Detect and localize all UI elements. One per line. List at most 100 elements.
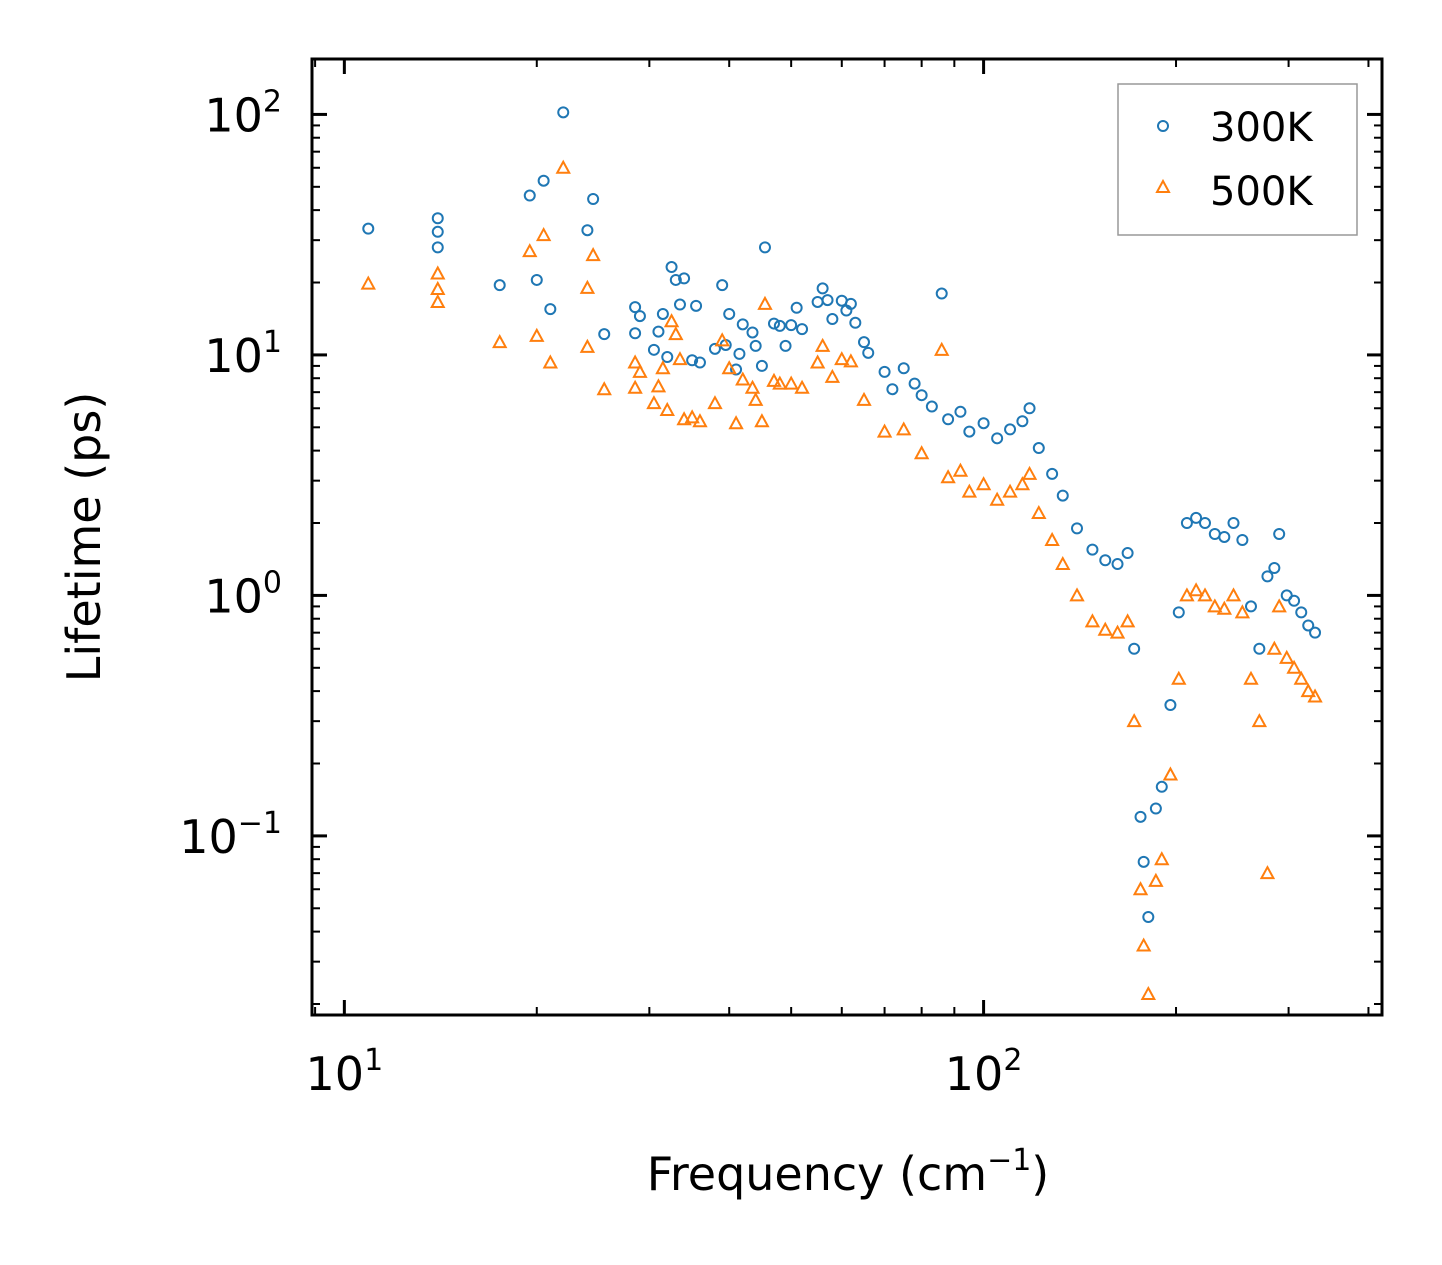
point-300k bbox=[785, 319, 798, 332]
point-300k bbox=[723, 307, 736, 320]
point-500k bbox=[975, 476, 992, 491]
point-300k bbox=[849, 316, 862, 329]
point-500k bbox=[1197, 587, 1213, 602]
point-300k bbox=[1004, 423, 1017, 436]
point-500k bbox=[522, 243, 538, 258]
point-500k bbox=[627, 379, 643, 394]
y-tick-label: 100 bbox=[204, 565, 282, 623]
point-300k bbox=[963, 425, 976, 438]
point-500k bbox=[1293, 670, 1309, 685]
point-300k bbox=[629, 301, 642, 314]
point-500k bbox=[663, 313, 680, 328]
point-300k bbox=[1099, 554, 1112, 567]
legend-300k-marker bbox=[1157, 120, 1169, 132]
point-500k bbox=[1044, 531, 1060, 546]
point-500k bbox=[1002, 483, 1018, 498]
plot-frame bbox=[310, 57, 1384, 1017]
point-300k bbox=[811, 295, 824, 308]
point-300k bbox=[523, 189, 536, 202]
point-300k bbox=[746, 326, 759, 339]
point-500k bbox=[1154, 851, 1170, 866]
point-300k bbox=[1309, 626, 1322, 639]
point-300k bbox=[925, 400, 938, 413]
point-500k bbox=[721, 360, 737, 375]
point-300k bbox=[431, 241, 444, 254]
point-300k bbox=[656, 307, 669, 320]
point-300k bbox=[1134, 810, 1147, 823]
point-500k bbox=[627, 354, 643, 369]
point-300k bbox=[1295, 606, 1308, 619]
point-300k bbox=[767, 317, 780, 330]
point-500k bbox=[1084, 613, 1101, 628]
point-300k bbox=[1288, 594, 1301, 607]
point-500k bbox=[430, 265, 446, 280]
point-500k bbox=[766, 372, 782, 387]
point-500k bbox=[1171, 670, 1187, 685]
point-300k bbox=[1149, 802, 1162, 815]
point-500k bbox=[876, 423, 893, 438]
point-500k bbox=[650, 378, 667, 393]
point-500k bbox=[913, 445, 930, 460]
point-500k bbox=[1251, 713, 1268, 728]
point-300k bbox=[716, 279, 729, 292]
point-500k bbox=[1207, 598, 1223, 613]
point-500k bbox=[596, 381, 612, 396]
point-300k bbox=[1121, 547, 1134, 560]
point-300k bbox=[1268, 562, 1281, 575]
point-300k bbox=[598, 328, 611, 341]
point-300k bbox=[1244, 600, 1257, 613]
point-300k bbox=[652, 325, 665, 338]
point-500k bbox=[772, 375, 788, 390]
point-300k bbox=[1137, 855, 1150, 868]
point-500k bbox=[1132, 881, 1149, 896]
point-300k bbox=[1218, 530, 1231, 543]
point-300k bbox=[862, 346, 875, 359]
y-tick-label: 101 bbox=[204, 325, 282, 383]
point-500k bbox=[1135, 937, 1152, 952]
point-300k bbox=[1302, 619, 1315, 632]
point-500k bbox=[1271, 598, 1287, 613]
point-500k bbox=[1031, 504, 1047, 520]
point-300k bbox=[733, 347, 746, 360]
point-500k bbox=[1307, 688, 1323, 703]
point-300k bbox=[587, 192, 600, 205]
point-500k bbox=[1259, 865, 1276, 880]
point-300k bbox=[493, 279, 506, 292]
point-500k bbox=[934, 341, 950, 356]
point-300k bbox=[1261, 570, 1274, 583]
point-500k bbox=[824, 368, 841, 383]
point-300k bbox=[1142, 911, 1155, 924]
point-300k bbox=[908, 377, 921, 390]
tick-labels: 101 102 10−1 100 101 102 bbox=[179, 84, 1022, 1101]
legend: 300K 500K bbox=[1117, 83, 1358, 236]
point-500k bbox=[809, 354, 826, 369]
point-500k bbox=[555, 159, 571, 174]
point-500k bbox=[754, 413, 770, 428]
legend-300k-label: 300K bbox=[1210, 105, 1314, 151]
point-500k bbox=[952, 462, 969, 477]
point-500k bbox=[735, 371, 751, 386]
point-300k bbox=[1128, 642, 1141, 655]
point-500k bbox=[1119, 613, 1136, 628]
point-300k bbox=[690, 299, 703, 312]
point-300k bbox=[661, 351, 674, 364]
point-500k bbox=[692, 413, 708, 428]
point-300k bbox=[886, 383, 899, 396]
point-500k bbox=[1286, 659, 1302, 674]
point-500k bbox=[1188, 582, 1204, 597]
point-300k bbox=[530, 273, 543, 286]
point-300k bbox=[1190, 511, 1203, 524]
point-500k bbox=[535, 226, 552, 242]
point-500k bbox=[896, 421, 912, 436]
point-300k bbox=[1253, 642, 1266, 655]
scatter-points bbox=[360, 106, 1323, 1001]
point-500k bbox=[814, 337, 831, 352]
point-500k bbox=[579, 338, 596, 353]
point-500k bbox=[659, 401, 675, 417]
point-300k bbox=[773, 319, 786, 332]
point-500k bbox=[961, 483, 978, 498]
point-500k bbox=[989, 491, 1005, 506]
point-500k bbox=[655, 360, 671, 375]
point-300k bbox=[790, 301, 803, 314]
point-300k bbox=[915, 389, 928, 402]
